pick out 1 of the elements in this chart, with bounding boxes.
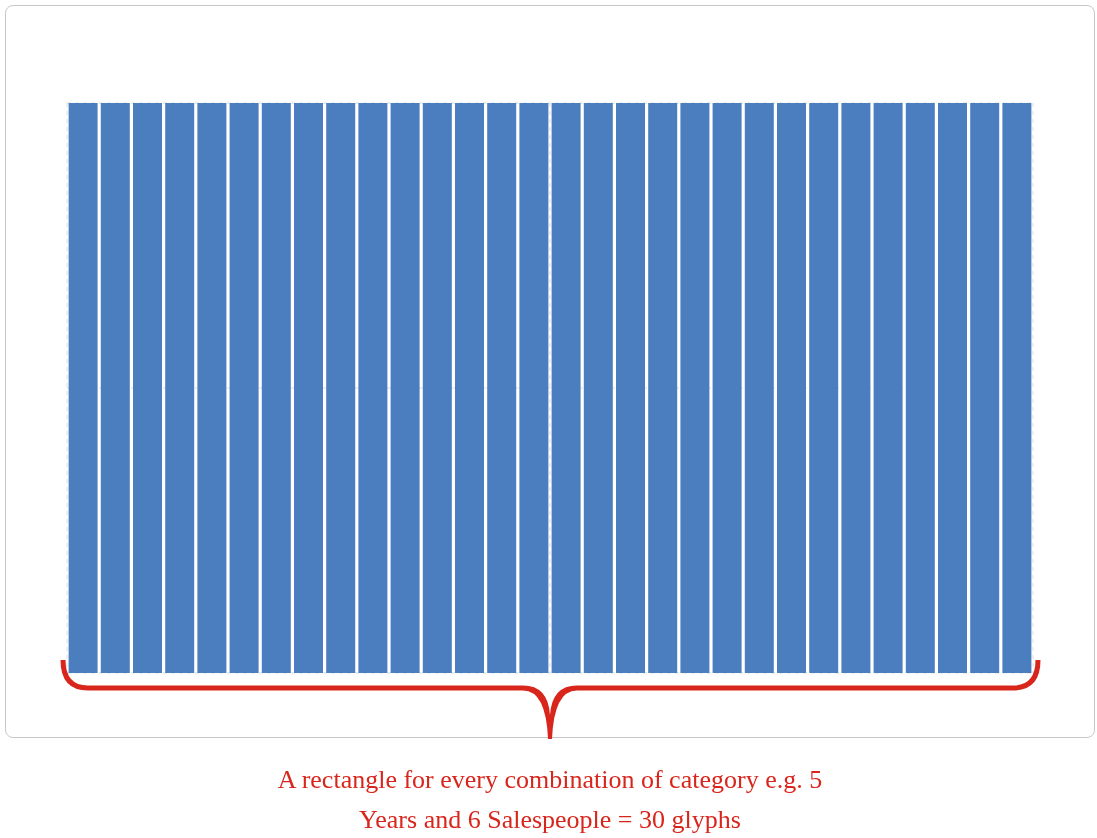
text: A rectangle for every combination of category e.g. 5 Years and 6 Salespeople = 30 glyphs (276, 764, 824, 836)
